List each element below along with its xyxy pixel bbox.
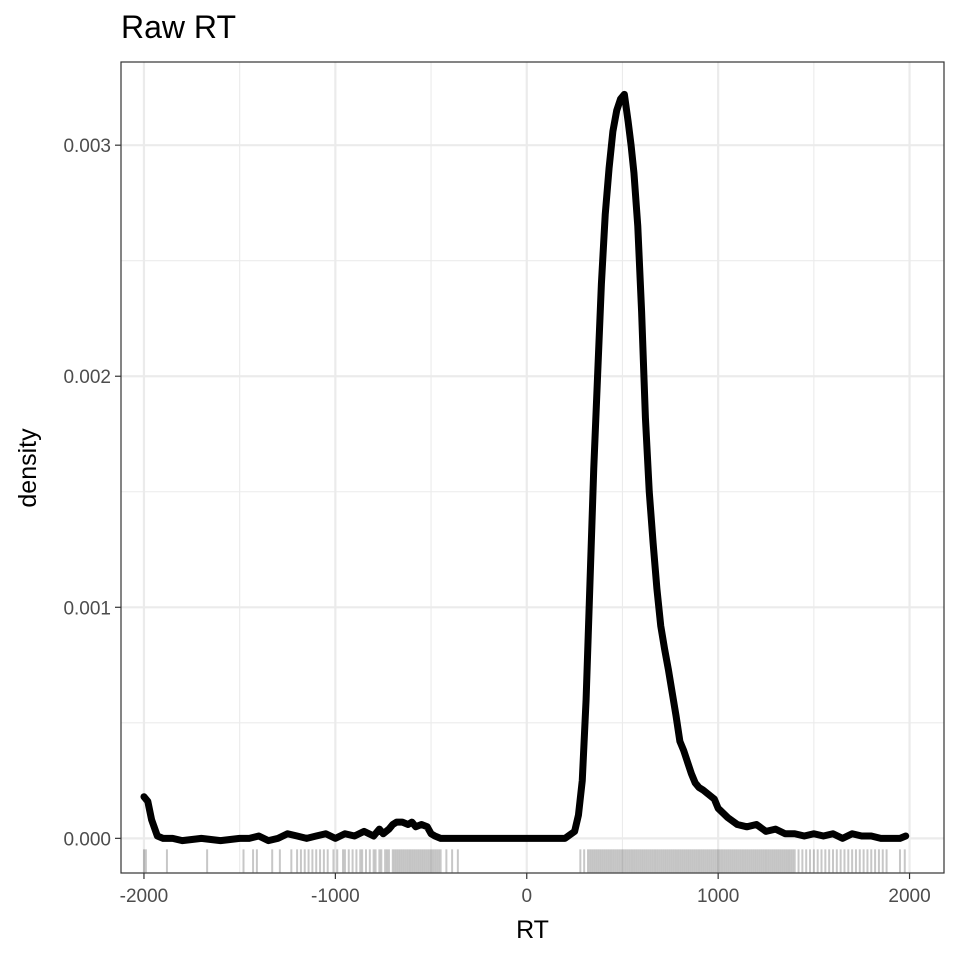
x-tick-label: 0 (521, 886, 532, 907)
y-tick-label: 0.001 (63, 598, 111, 619)
y-tick-label: 0.000 (63, 829, 111, 850)
grid-lines (121, 62, 944, 873)
y-tick-label: 0.003 (63, 136, 111, 157)
plot-panel-border (120, 61, 945, 874)
y-tick-label: 0.002 (63, 367, 111, 388)
x-axis-title: RT (516, 916, 549, 944)
x-tick-label: 1000 (697, 886, 739, 907)
axes: -2000 -1000 0 1000 2000 0.000 0.001 0.002 0.003 (63, 136, 930, 907)
x-tick-label: 2000 (888, 886, 930, 907)
rug-marks (142, 849, 906, 873)
x-tick-label: -1000 (311, 886, 360, 907)
density-curve (140, 90, 910, 845)
y-axis-title: density (14, 428, 42, 508)
x-tick-label: -2000 (120, 886, 169, 907)
chart-title: Raw RT (121, 9, 236, 45)
